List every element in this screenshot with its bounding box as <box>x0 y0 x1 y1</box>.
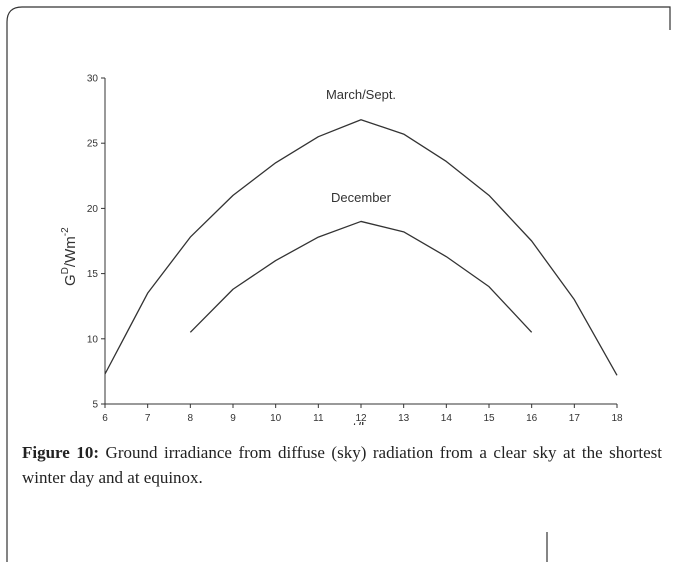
x-tick-label: 17 <box>569 413 581 424</box>
x-tick-label: 8 <box>188 413 194 424</box>
y-tick-label: 20 <box>87 204 99 215</box>
x-axis-label: t/h <box>353 420 370 425</box>
x-tick-label: 11 <box>313 413 324 424</box>
caption-text: Ground irradiance from diffuse (sky) rad… <box>22 443 663 487</box>
y-axis-label-part: G <box>62 274 79 286</box>
y-axis-label-part: /Wm <box>62 236 79 267</box>
x-tick-label: 15 <box>483 413 495 424</box>
series-label: December <box>331 190 392 205</box>
y-tick-label: 15 <box>87 269 99 280</box>
line <box>104 119 618 376</box>
y-axis-label: GD/Wm-2 <box>60 227 79 286</box>
x-tick-label: 6 <box>102 413 108 424</box>
frame-border <box>6 6 671 562</box>
y-tick-label: 30 <box>87 74 99 85</box>
x-tick-label: 18 <box>611 413 623 424</box>
y-tick-label: 10 <box>87 334 99 345</box>
chart: 5 10 15 20 25 30 6 7 8 9 10 11 12 13 14 15 16 17 18 t/h GD/W… <box>60 74 623 426</box>
x-tick-label: 9 <box>230 413 236 424</box>
x-tick-label: 12 <box>355 413 367 424</box>
x-tick-label: 7 <box>145 413 151 424</box>
line <box>189 220 533 333</box>
x-tick-label: 10 <box>270 413 282 424</box>
caption-label: Figure 10: <box>22 443 100 462</box>
y-axis-label-part: D <box>60 267 71 274</box>
y-axis-label-part: -2 <box>60 227 71 236</box>
y-tick-label: 5 <box>92 400 98 411</box>
series-label: March/Sept. <box>326 87 396 102</box>
caption: Figure 10: Ground irradiance from diffus… <box>22 440 662 490</box>
x-tick-label: 14 <box>441 413 453 424</box>
y-tick-label: 25 <box>87 139 99 150</box>
x-tick-label: 13 <box>398 413 410 424</box>
x-tick-label: 16 <box>526 413 538 424</box>
